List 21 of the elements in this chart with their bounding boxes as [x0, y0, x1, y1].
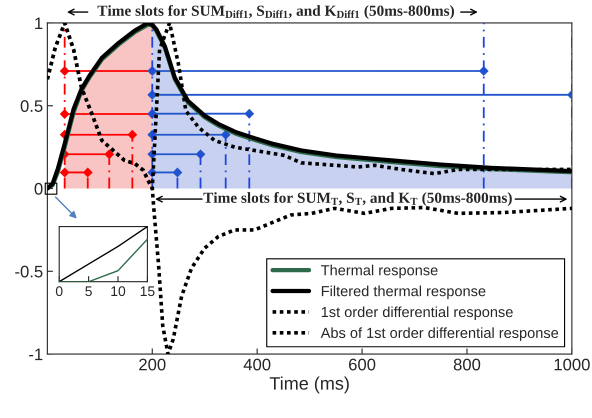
legend-label: Abs of 1st order differential response [320, 327, 558, 341]
x-tick-label: 1000 [554, 358, 590, 370]
legend-label: Thermal response [321, 264, 438, 278]
annotation: Time slots for SUM$_{T}$, S$_{T}$, and K$_{T}$ (50ms-800ms) [203, 192, 512, 206]
x-tick-label: 600 [349, 358, 376, 370]
legend-label: Filtered thermal response [322, 286, 486, 300]
y-tick-label: 0.5 [20, 100, 42, 112]
y-tick-label: 1 [35, 18, 42, 30]
x-tick-label: 800 [454, 358, 480, 370]
x-tick-label: 15 [140, 286, 155, 296]
y-tick-label: -0.5 [15, 266, 42, 278]
y-tick-label: 0 [34, 182, 43, 195]
x-tick-label: 200 [139, 358, 166, 370]
x-axis-title: Time (ms) [270, 376, 349, 394]
x-tick-label: 10 [111, 286, 126, 296]
y-tick-label: -1 [29, 348, 42, 360]
legend-label: 1st order differential response [322, 306, 513, 320]
x-tick-label: 0 [56, 286, 63, 296]
x-tick-label: 400 [244, 358, 270, 370]
x-tick-label: 5 [85, 286, 92, 296]
text: Time slots for SUM$_{Diff1}$, S$_{Diff1}$, and K$_{Diff1}$ (50ms-800ms) [98, 4, 454, 19]
